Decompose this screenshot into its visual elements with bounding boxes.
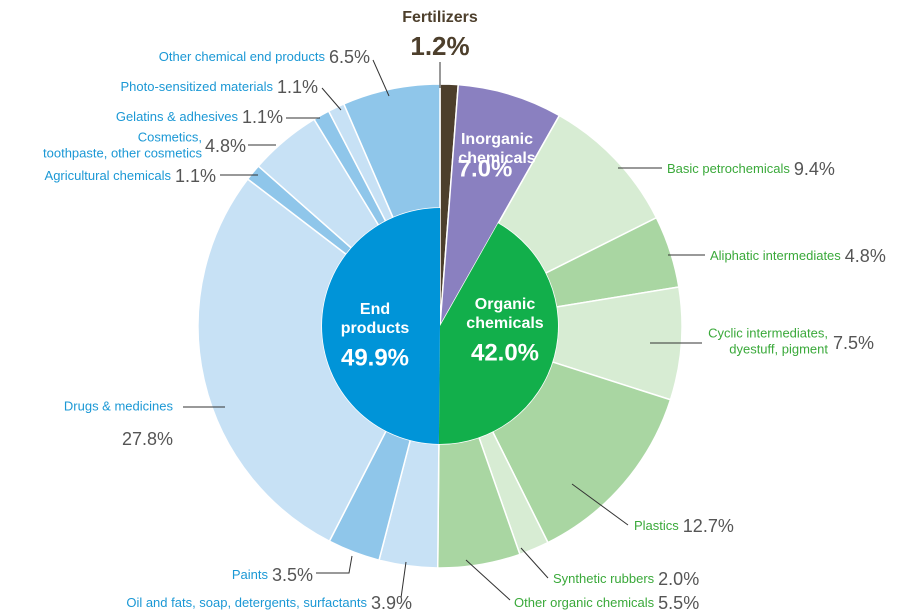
segment-name: Other chemical end products [159,49,326,64]
segment-value: 3.5% [272,565,313,585]
segment-name: Other organic chemicals [514,595,655,610]
segment-label: Photo-sensitized materials 1.1% [121,77,319,97]
leader-line [571,483,629,526]
leader-line [465,559,511,601]
leader-line [321,87,342,111]
group-value: 49.9% [341,344,409,371]
leader-line [520,547,549,579]
segment-value: 7.0% [458,155,513,182]
segment-value: 1.2% [410,31,469,61]
segment-value: 12.7% [683,516,734,536]
segment-label: Cyclic intermediates, [708,325,828,340]
segment-name: Aliphatic intermediates [710,248,841,263]
segment-value: 1.1% [175,166,216,186]
group-label: End [360,301,390,318]
segment-label: Synthetic rubbers 2.0% [553,569,699,589]
segment-value: 1.1% [277,77,318,97]
segment-label: Other organic chemicals 5.5% [514,593,699,613]
segment-label: Fertilizers [402,9,478,26]
segment-label: Cosmetics, [138,129,202,144]
segment-value: 6.5% [329,47,370,67]
segment-label: Drugs & medicines [64,398,174,413]
segment-name: Synthetic rubbers [553,571,655,586]
segment-value: 5.5% [658,593,699,613]
segment-name: Agricultural chemicals [45,168,172,183]
segment-value: 27.8% [122,429,173,449]
segment-label: Gelatins & adhesives 1.1% [116,107,283,127]
segment-value: 7.5% [833,333,874,353]
segment-label: Oil and fats, soap, detergents, surfacta… [126,593,412,613]
group-label: Organic [475,296,536,313]
leader-line [372,59,390,97]
segment-value: 9.4% [794,159,835,179]
group-sector [321,208,440,444]
group-label: chemicals [466,315,543,332]
segment-name: Basic petrochemicals [667,161,790,176]
segment-name: Paints [232,567,269,582]
segment-value: 3.9% [371,593,412,613]
segment-label: Inorganic [461,131,533,148]
segment-value: 4.8% [205,136,246,156]
segment-label: chemicals [458,150,535,167]
segment-value: 2.0% [658,569,699,589]
segment-label: Plastics 12.7% [634,516,734,536]
segment-value: 1.1% [242,107,283,127]
segment-label: toothpaste, other cosmetics [43,145,202,160]
segment-label: Agricultural chemicals 1.1% [45,166,216,186]
leader-line [400,561,407,599]
segment-label: Other chemical end products 6.5% [159,47,370,67]
group-value: 42.0% [471,339,539,366]
segment-label: dyestuff, pigment [729,341,828,356]
segment-label: Basic petrochemicals 9.4% [667,159,835,179]
segment-name: Photo-sensitized materials [121,79,274,94]
group-label: products [341,320,410,337]
segment-label: Paints 3.5% [232,565,313,585]
segment [439,83,561,327]
group-sector [438,223,558,444]
segment-value: 4.8% [845,246,886,266]
segment-name: Gelatins & adhesives [116,109,239,124]
segment-name: Plastics [634,518,679,533]
segment-name: Oil and fats, soap, detergents, surfacta… [126,595,367,610]
leader-line [316,555,353,574]
segment-label: Aliphatic intermediates 4.8% [710,246,886,266]
